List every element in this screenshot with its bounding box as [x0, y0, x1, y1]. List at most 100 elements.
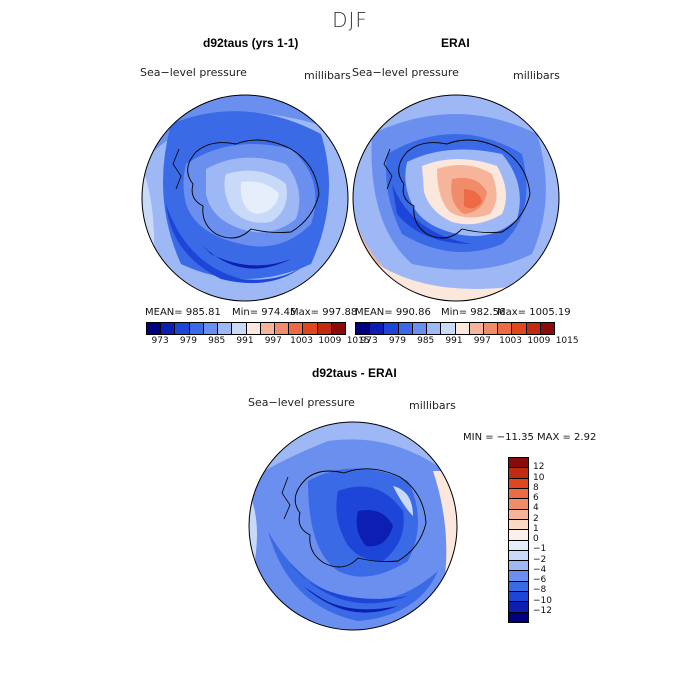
panel2-colorbar-swatch	[370, 323, 385, 334]
panel1-min: Min= 974.45	[232, 307, 297, 318]
panel3-colorbar-swatch	[509, 602, 528, 613]
panel2-units-label: millibars	[513, 69, 560, 82]
panel3-colorbar-tick-label: −1	[533, 544, 547, 555]
panel1-colorbar-tick-label: 1015	[346, 336, 370, 346]
panel1-colorbar-swatch	[289, 323, 304, 334]
panel2-colorbar-swatch	[483, 323, 499, 334]
panel3-colorbar-tick-label: −12	[533, 605, 552, 616]
panel1-colorbar-swatch	[218, 323, 233, 334]
panel1-colorbar-swatch	[274, 323, 290, 334]
panel3-colorbar-swatch	[509, 561, 528, 572]
panel3-colorbar-tick-label: 1	[533, 523, 539, 534]
panel1-colorbar-swatch	[203, 323, 219, 334]
panel2-colorbar	[355, 322, 555, 335]
panel1-mean: MEAN= 985.81	[145, 307, 221, 318]
panel1-colorbar-swatch	[260, 323, 275, 334]
panel3-units-label: millibars	[409, 399, 456, 412]
panel1-antarctica-coastline	[187, 139, 320, 239]
panel3-title: d92taus - ERAI	[312, 366, 397, 380]
panel3-colorbar-swatch	[509, 468, 528, 479]
panel3-colorbar-swatch	[509, 458, 528, 469]
panel2-colorbar-swatch	[455, 323, 470, 334]
panel1-colorbar-tick-label: 997	[264, 336, 282, 346]
panel3-colorbar-swatch	[509, 499, 528, 510]
panel2-colorbar-swatch	[526, 323, 541, 334]
panel2-colorbar-swatch	[427, 323, 442, 334]
panel1-colorbar-swatch	[317, 323, 332, 334]
panel2-peninsula-outline	[383, 148, 393, 190]
panel1-colorbar-swatch	[189, 323, 204, 334]
panel3-colorbar-swatch	[509, 592, 528, 603]
panel2-mean: MEAN= 990.86	[355, 307, 431, 318]
panel3-colorbar-tick-label: −10	[533, 595, 552, 606]
panel1-colorbar-swatch	[303, 323, 318, 334]
panel2-antarctica-coastline	[398, 139, 531, 239]
panel1-colorbar-tick-label: 1009	[318, 336, 342, 346]
panel3-peninsula-outline	[281, 476, 291, 520]
panel2-colorbar-ticks: 973 979 985 991 997 1003 1009 1015	[355, 336, 579, 348]
panel2-colorbar-swatch	[441, 323, 456, 334]
panel3-colorbar-tick-label: 10	[533, 472, 545, 483]
panel3-colorbar-swatch	[509, 581, 528, 593]
panel3-colorbar	[508, 457, 529, 623]
panel1-colorbar-tick-label: 979	[179, 336, 198, 346]
panel3-colorbar-tick-label: 0	[533, 534, 539, 544]
panel1-units-label: millibars	[304, 69, 351, 82]
panel1-colorbar-swatch	[161, 323, 176, 334]
panel2-colorbar-swatch	[512, 323, 527, 334]
panel1-colorbar-swatch	[232, 323, 247, 334]
panel1-colorbar	[146, 322, 346, 335]
panel2-variable-label: Sea−level pressure	[352, 66, 459, 79]
panel3-colorbar-tick-label: 6	[533, 493, 539, 503]
panel2-colorbar-swatch	[498, 323, 513, 334]
panel2-colorbar-swatch	[356, 323, 371, 334]
panel3-map	[248, 421, 458, 631]
panel1-colorbar-ticks: 973 979 985 991 997 1003 1009 1015	[146, 336, 370, 348]
panel3-colorbar-swatch	[509, 530, 528, 541]
panel3-minmax: MIN = −11.35 MAX = 2.92	[463, 432, 597, 443]
panel1-colorbar-tick-label: 985	[208, 336, 226, 346]
panel2-min: Min= 982.56	[441, 307, 506, 318]
panel3-antarctica-coastline	[294, 468, 427, 568]
panel1-colorbar-swatch	[331, 323, 346, 334]
panel2-map	[352, 94, 560, 302]
panel3-colorbar-tick-label: −2	[533, 554, 547, 565]
panel3-colorbar-swatch	[509, 488, 528, 500]
panel1-colorbar-swatch	[246, 323, 261, 334]
panel2-colorbar-tick-label: 997	[473, 336, 491, 346]
panel3-colorbar-tick-label: 12	[533, 462, 545, 473]
panel2-map-border	[352, 94, 560, 302]
panel3-map-border	[248, 421, 458, 631]
panel1-colorbar-tick-label: 973	[151, 336, 169, 346]
panel3-colorbar-tick-label: 4	[533, 503, 539, 514]
panel2-colorbar-swatch	[469, 323, 484, 334]
panel3-colorbar-swatch	[509, 540, 528, 551]
panel3-colorbar-tick-label: 8	[533, 482, 539, 493]
panel3-colorbar-tick-label: −6	[533, 575, 547, 585]
panel3-colorbar-swatch	[509, 478, 528, 489]
panel2-colorbar-tick-label: 1015	[555, 336, 579, 346]
panel2-colorbar-swatch	[540, 323, 555, 334]
panel3-colorbar-tick-label: −8	[533, 585, 547, 596]
panel3-colorbar-swatch	[509, 550, 528, 562]
panel3-colorbar-ticks: 12 10 8 6 4 2 1 0 −1 −2 −4 −6 −8 −10 −12	[533, 457, 573, 621]
panel2-colorbar-tick-label: 1003	[499, 336, 523, 346]
panel1-map-border	[141, 94, 349, 302]
panel3-colorbar-tick-label: 2	[533, 513, 539, 524]
panel2-colorbar-tick-label: 973	[360, 336, 378, 346]
figure-title: DJF	[332, 8, 368, 32]
panel2-colorbar-tick-label: 979	[388, 336, 407, 346]
panel1-variable-label: Sea−level pressure	[140, 66, 247, 79]
panel2-colorbar-swatch	[384, 323, 399, 334]
panel3-colorbar-swatch	[509, 509, 528, 520]
panel2-colorbar-tick-label: 985	[417, 336, 435, 346]
panel1-colorbar-tick-label: 1003	[290, 336, 314, 346]
panel3-variable-label: Sea−level pressure	[248, 396, 355, 409]
panel3-colorbar-swatch	[509, 519, 528, 531]
panel1-colorbar-tick-label: 991	[236, 336, 254, 346]
panel1-colorbar-swatch	[147, 323, 162, 334]
panel1-colorbar-swatch	[175, 323, 190, 334]
panel1-title: d92taus (yrs 1-1)	[203, 36, 299, 50]
panel3-colorbar-swatch	[509, 571, 528, 582]
panel1-peninsula-outline	[172, 148, 182, 190]
